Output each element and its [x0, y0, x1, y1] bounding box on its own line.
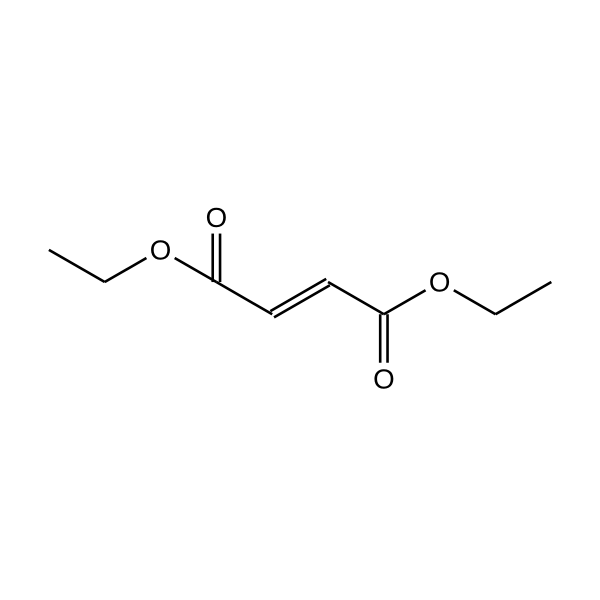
bond-line [496, 282, 552, 314]
bond-line [216, 282, 272, 314]
bond-line [175, 258, 217, 282]
bond-line [384, 290, 426, 314]
bond-line [49, 250, 105, 282]
atom-label-o: O [206, 202, 228, 233]
bond-line [105, 258, 147, 282]
atom-label-o: O [150, 234, 172, 265]
atom-label-o: O [373, 364, 395, 395]
bond-line [328, 282, 384, 314]
bond-line [454, 290, 496, 314]
atom-label-o: O [429, 267, 451, 298]
molecule-diagram: O O O O [0, 0, 600, 600]
bond-line [274, 285, 330, 317]
bond-line [270, 279, 326, 311]
